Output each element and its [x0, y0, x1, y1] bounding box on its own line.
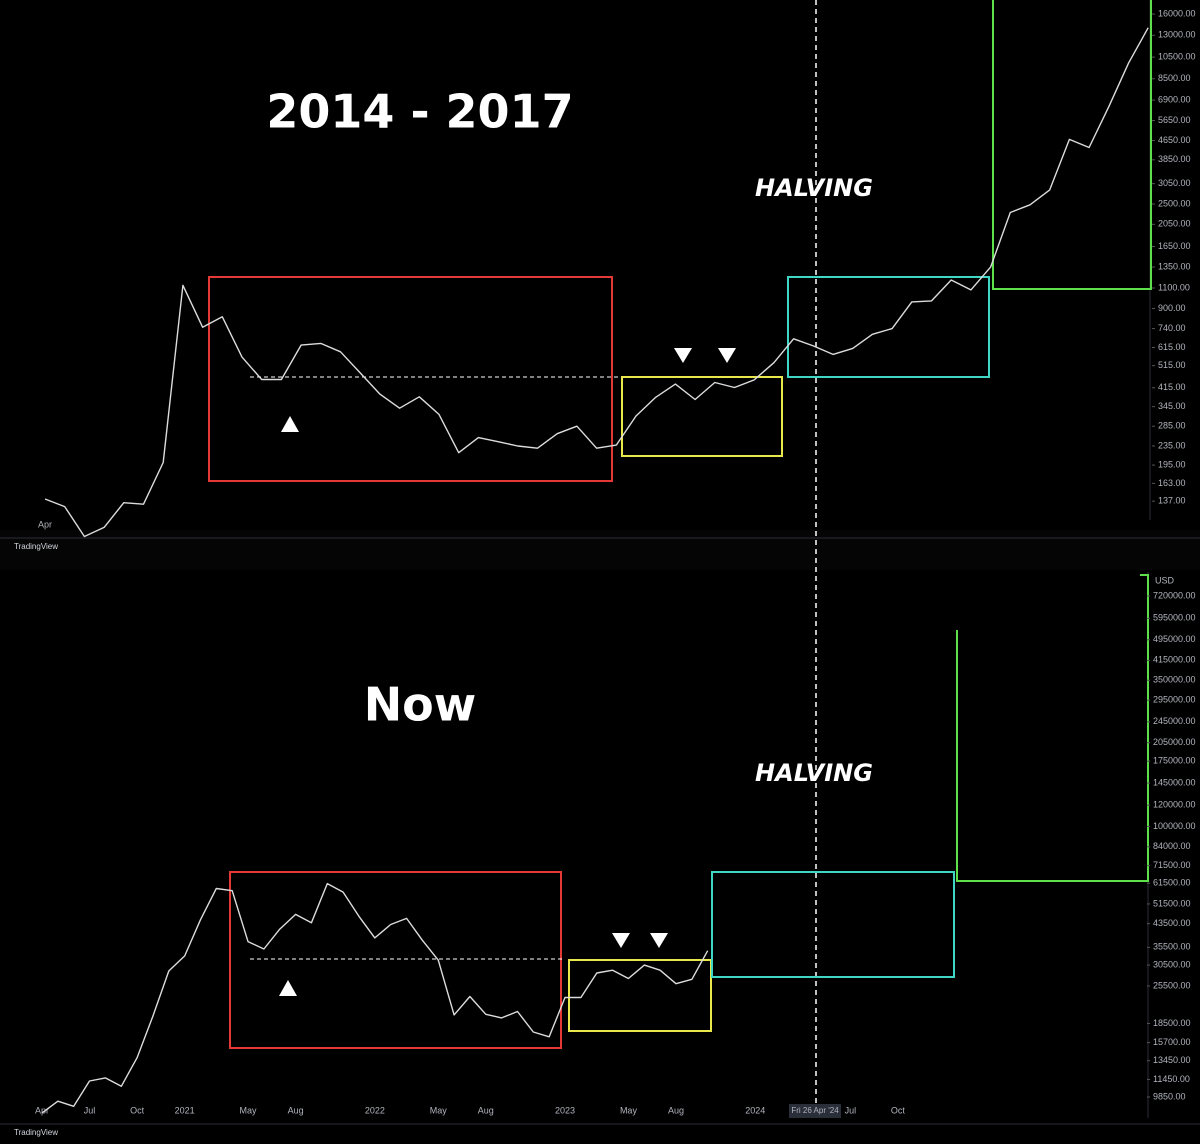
date-marker: Fri 26 Apr '24	[791, 1106, 839, 1115]
x-tick-label: Apr	[38, 519, 52, 529]
range-box-cyan	[787, 276, 990, 378]
x-tick-label: 2023	[555, 1105, 575, 1115]
y-tick-label: 235.00	[1158, 440, 1186, 450]
x-tick-label: May	[240, 1105, 258, 1115]
x-tick-label: Jul	[84, 1105, 96, 1115]
panel-title: Now	[364, 678, 477, 732]
x-tick-label: Jul	[845, 1105, 857, 1115]
range-box-red	[208, 276, 613, 482]
y-tick-label: 11450.00	[1153, 1074, 1190, 1084]
price-line	[44, 27, 1149, 538]
range-box-green	[992, 0, 1152, 290]
triangle-down	[650, 933, 668, 948]
brand-label: TradingView	[14, 542, 58, 551]
x-tick-label: Aug	[288, 1105, 304, 1115]
y-tick-label: 175000.00	[1153, 756, 1196, 766]
range-box-red	[229, 871, 562, 1049]
triangle-down	[718, 348, 736, 363]
x-tick-label: Aug	[478, 1105, 494, 1115]
x-tick-label: May	[620, 1105, 638, 1115]
y-tick-label: 100000.00	[1153, 821, 1196, 831]
y-tick-label: 71500.00	[1153, 860, 1191, 870]
triangle-down	[612, 933, 630, 948]
y-tick-label: 295000.00	[1153, 695, 1196, 705]
x-tick-label: Aug	[668, 1105, 684, 1115]
x-tick-label: 2024	[745, 1105, 765, 1115]
halving-label: HALVING	[755, 759, 873, 787]
y-tick-label: 4650.00	[1158, 135, 1191, 145]
y-tick-label: 9850.00	[1153, 1091, 1186, 1101]
y-tick-label: 740.00	[1158, 323, 1186, 333]
y-tick-label: 163.00	[1158, 478, 1186, 488]
x-tick-label: May	[430, 1105, 448, 1115]
y-tick-label: 120000.00	[1153, 800, 1196, 810]
y-tick-label: 1650.00	[1158, 241, 1191, 251]
y-tick-label: 61500.00	[1153, 878, 1191, 888]
y-tick-label: 285.00	[1158, 421, 1186, 431]
y-tick-label: 84000.00	[1153, 841, 1191, 851]
y-tick-label: 10500.00	[1158, 52, 1196, 62]
y-tick-label: 145000.00	[1153, 777, 1196, 787]
y-tick-label: 43500.00	[1153, 918, 1191, 928]
y-tick-label: 16000.00	[1158, 8, 1196, 18]
y-tick-label: 900.00	[1158, 303, 1186, 313]
y-tick-label: 415000.00	[1153, 655, 1196, 665]
y-tick-label: 415.00	[1158, 382, 1186, 392]
currency-label: USD	[1155, 575, 1175, 585]
y-tick-label: 51500.00	[1153, 898, 1191, 908]
y-tick-label: 515.00	[1158, 360, 1186, 370]
price-line	[41, 882, 709, 1114]
brand-label: TradingView	[14, 1128, 58, 1137]
y-tick-label: 30500.00	[1153, 959, 1191, 969]
triangle-down	[674, 348, 692, 363]
halving-label: HALVING	[755, 174, 873, 202]
x-tick-label: Oct	[130, 1105, 145, 1115]
y-tick-label: 3850.00	[1158, 154, 1191, 164]
range-box-yellow	[621, 376, 783, 457]
range-box-yellow	[568, 959, 712, 1032]
y-tick-label: 345.00	[1158, 401, 1186, 411]
range-box-green	[956, 574, 1149, 882]
y-tick-label: 2050.00	[1158, 219, 1191, 229]
y-tick-label: 720000.00	[1153, 590, 1196, 600]
y-tick-label: 195.00	[1158, 459, 1186, 469]
y-tick-label: 35500.00	[1153, 942, 1191, 952]
y-tick-label: 18500.00	[1153, 1018, 1191, 1028]
y-tick-label: 495000.00	[1153, 634, 1196, 644]
y-tick-label: 137.00	[1158, 496, 1186, 506]
date-marker-box	[789, 1104, 841, 1118]
y-tick-label: 1100.00	[1158, 282, 1190, 292]
triangle-up	[279, 980, 297, 996]
y-tick-label: 3050.00	[1158, 178, 1191, 188]
y-tick-label: 350000.00	[1153, 675, 1196, 685]
range-box-cyan	[711, 871, 955, 978]
y-tick-label: 1350.00	[1158, 261, 1191, 271]
y-tick-label: 2500.00	[1158, 198, 1191, 208]
y-tick-label: 615.00	[1158, 342, 1186, 352]
x-tick-label: 2021	[175, 1105, 195, 1115]
y-tick-label: 15700.00	[1153, 1037, 1191, 1047]
x-tick-label: Oct	[891, 1105, 906, 1115]
y-tick-label: 205000.00	[1153, 737, 1196, 747]
y-tick-label: 13450.00	[1153, 1055, 1191, 1065]
panel-title: 2014 - 2017	[266, 85, 573, 139]
y-tick-label: 6900.00	[1158, 94, 1191, 104]
y-tick-label: 13000.00	[1158, 30, 1196, 40]
x-tick-label: Apr	[35, 1105, 49, 1115]
y-tick-label: 245000.00	[1153, 716, 1196, 726]
panel-separator	[0, 530, 1200, 570]
y-tick-label: 595000.00	[1153, 613, 1196, 623]
y-tick-label: 5650.00	[1158, 115, 1191, 125]
y-tick-label: 25500.00	[1153, 980, 1191, 990]
triangle-up	[281, 416, 299, 432]
x-tick-label: 2022	[365, 1105, 385, 1115]
y-tick-label: 8500.00	[1158, 73, 1191, 83]
